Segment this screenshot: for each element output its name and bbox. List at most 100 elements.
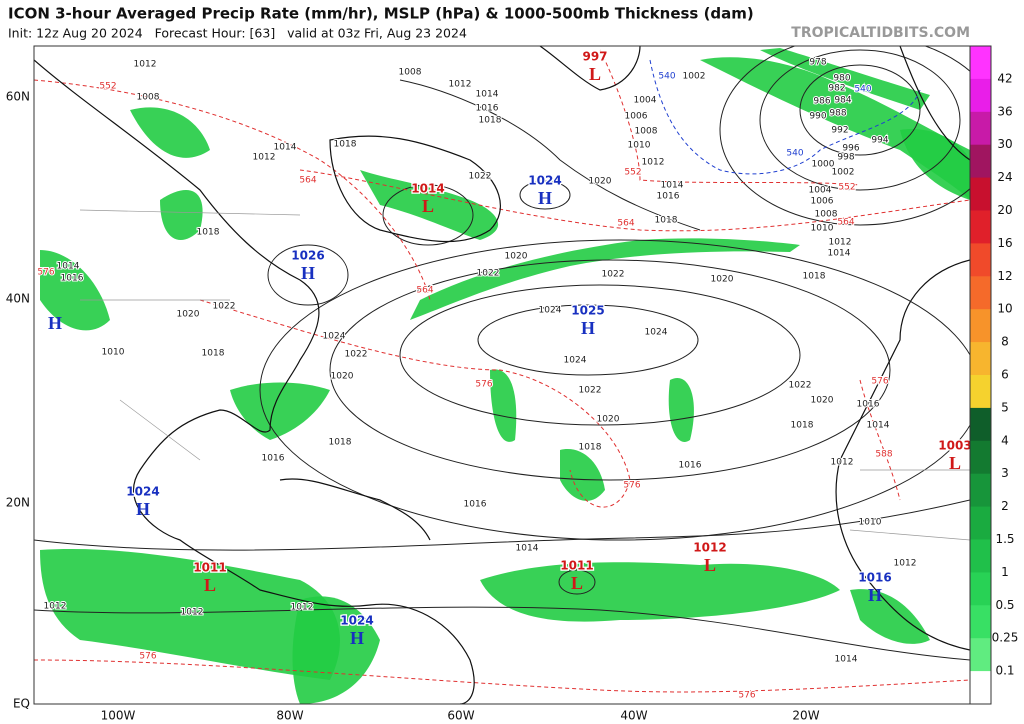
contour-label: 552 bbox=[624, 168, 641, 178]
pressure-center-symbol: L bbox=[422, 196, 434, 216]
contour-label: 1008 bbox=[815, 210, 838, 220]
colorbar: 42 36 30 24 20 16 12 10 8 6 5 4 3 2 1.5 1 0.5 0.25 0.1 bbox=[969, 45, 1018, 705]
colorbar-label: 3 bbox=[1001, 466, 1009, 480]
contour-label: 1022 bbox=[345, 350, 368, 360]
colorbar-segment bbox=[970, 144, 991, 179]
contour-label: 1010 bbox=[628, 141, 651, 151]
pressure-center-symbol: L bbox=[571, 573, 583, 593]
longitude-label: 20W bbox=[792, 709, 819, 723]
contour-label: 576 bbox=[871, 377, 888, 387]
colorbar-label: 36 bbox=[997, 104, 1012, 118]
contour-label: 1014 bbox=[516, 544, 539, 554]
colorbar-frame bbox=[969, 45, 992, 705]
latitude-label: 60N bbox=[6, 90, 30, 104]
colorbar-segment bbox=[970, 243, 991, 277]
contour-label: 576 bbox=[738, 691, 755, 701]
contour-label: 1012 bbox=[829, 238, 852, 248]
latitude-label: EQ bbox=[13, 697, 30, 711]
contour-label: 1018 bbox=[579, 443, 602, 453]
contour-label: 540 bbox=[658, 72, 675, 82]
contour-label: 1020 bbox=[331, 372, 354, 382]
contour-label: 588 bbox=[875, 450, 892, 460]
contour-label: 564 bbox=[416, 286, 433, 296]
contour-label: 1016 bbox=[476, 104, 499, 114]
isobars bbox=[34, 46, 970, 661]
contour-label: 1006 bbox=[811, 197, 834, 207]
contour-label: 576 bbox=[37, 268, 54, 278]
contour-label: 1012 bbox=[253, 153, 276, 163]
colorbar-segment bbox=[970, 78, 991, 113]
contour-label: 564 bbox=[837, 218, 854, 228]
colorbar-label: 6 bbox=[1001, 368, 1009, 382]
pressure-center-value: 1024 bbox=[528, 174, 561, 188]
colorbar-segment bbox=[970, 539, 991, 573]
contour-label: 1014 bbox=[661, 181, 684, 191]
contour-label: 1012 bbox=[449, 80, 472, 90]
contour-label: 1014 bbox=[867, 421, 890, 431]
contour-label: 1020 bbox=[711, 275, 734, 285]
contour-label: 984 bbox=[834, 96, 851, 106]
contour-label: 1018 bbox=[803, 272, 826, 282]
contour-label: 564 bbox=[617, 219, 634, 229]
colorbar-label: 2 bbox=[1001, 499, 1009, 513]
contour-label: 1000 bbox=[812, 160, 835, 170]
contour-labels: 1008101210141016101810021004100610081010… bbox=[36, 57, 917, 702]
contour-label: 552 bbox=[99, 82, 116, 92]
contour-label: 1006 bbox=[625, 112, 648, 122]
contour-label: 1008 bbox=[399, 68, 422, 78]
contour-label: 1022 bbox=[602, 270, 625, 280]
contour-label: 1024 bbox=[539, 306, 562, 316]
contour-label: 1024 bbox=[564, 356, 587, 366]
pressure-center-value: 1011 bbox=[560, 559, 593, 573]
pressure-center-symbol: H bbox=[350, 628, 364, 648]
contour-label: 1022 bbox=[469, 172, 492, 182]
contour-label: 978 bbox=[809, 58, 826, 68]
contour-label: 1008 bbox=[635, 127, 658, 137]
latitude-label: 40N bbox=[6, 292, 30, 306]
contour-label: 1024 bbox=[645, 328, 668, 338]
pressure-center-symbol: H bbox=[868, 585, 882, 605]
contour-label: 1008 bbox=[137, 93, 160, 103]
pressure-center-value: 1016 bbox=[858, 571, 891, 585]
pressure-center-value: 1011 bbox=[193, 561, 226, 575]
contour-label: 1024 bbox=[323, 332, 346, 342]
contour-label: 990 bbox=[809, 112, 826, 122]
contour-label: 1018 bbox=[479, 116, 502, 126]
colorbar-segment bbox=[970, 605, 991, 639]
longitude-label: 80W bbox=[276, 709, 303, 723]
colorbar-label: 42 bbox=[997, 71, 1012, 85]
pressure-center-value: 1014 bbox=[411, 182, 444, 196]
pressure-center-symbol: L bbox=[704, 555, 716, 575]
pressure-center-value: 1003 bbox=[938, 439, 971, 453]
pressure-center-value: 1024 bbox=[126, 485, 159, 499]
longitude-label: 40W bbox=[620, 709, 647, 723]
axis-labels: 60N 40N 20N EQ 100W 80W 60W 40W 20W bbox=[6, 90, 820, 723]
contour-label: 996 bbox=[842, 144, 859, 154]
contour-label: 1012 bbox=[831, 458, 854, 468]
longitude-label: 100W bbox=[101, 709, 136, 723]
colorbar-segment bbox=[970, 671, 991, 705]
contour-label: 1020 bbox=[811, 396, 834, 406]
latitude-label: 20N bbox=[6, 496, 30, 510]
contour-label: 1012 bbox=[134, 60, 157, 70]
contour-label: 1018 bbox=[791, 421, 814, 431]
contour-label: 988 bbox=[829, 109, 846, 119]
colorbar-segment bbox=[970, 506, 991, 540]
contour-label: 1016 bbox=[262, 454, 285, 464]
pressure-center-value: 1012 bbox=[693, 541, 726, 555]
colorbar-segment bbox=[970, 276, 991, 310]
longitude-label: 60W bbox=[447, 709, 474, 723]
colorbar-segment bbox=[970, 638, 991, 672]
contour-label: 1002 bbox=[832, 168, 855, 178]
contour-label: 1022 bbox=[579, 386, 602, 396]
pressure-center-value: 1024 bbox=[340, 614, 373, 628]
contour-label: 564 bbox=[299, 176, 316, 186]
contour-label: 540 bbox=[786, 149, 803, 159]
contour-label: 1012 bbox=[894, 559, 917, 569]
contour-label: 1012 bbox=[181, 608, 204, 618]
contour-label: 1022 bbox=[477, 269, 500, 279]
pressure-center-symbol: H bbox=[538, 188, 552, 208]
contour-label: 1016 bbox=[464, 500, 487, 510]
